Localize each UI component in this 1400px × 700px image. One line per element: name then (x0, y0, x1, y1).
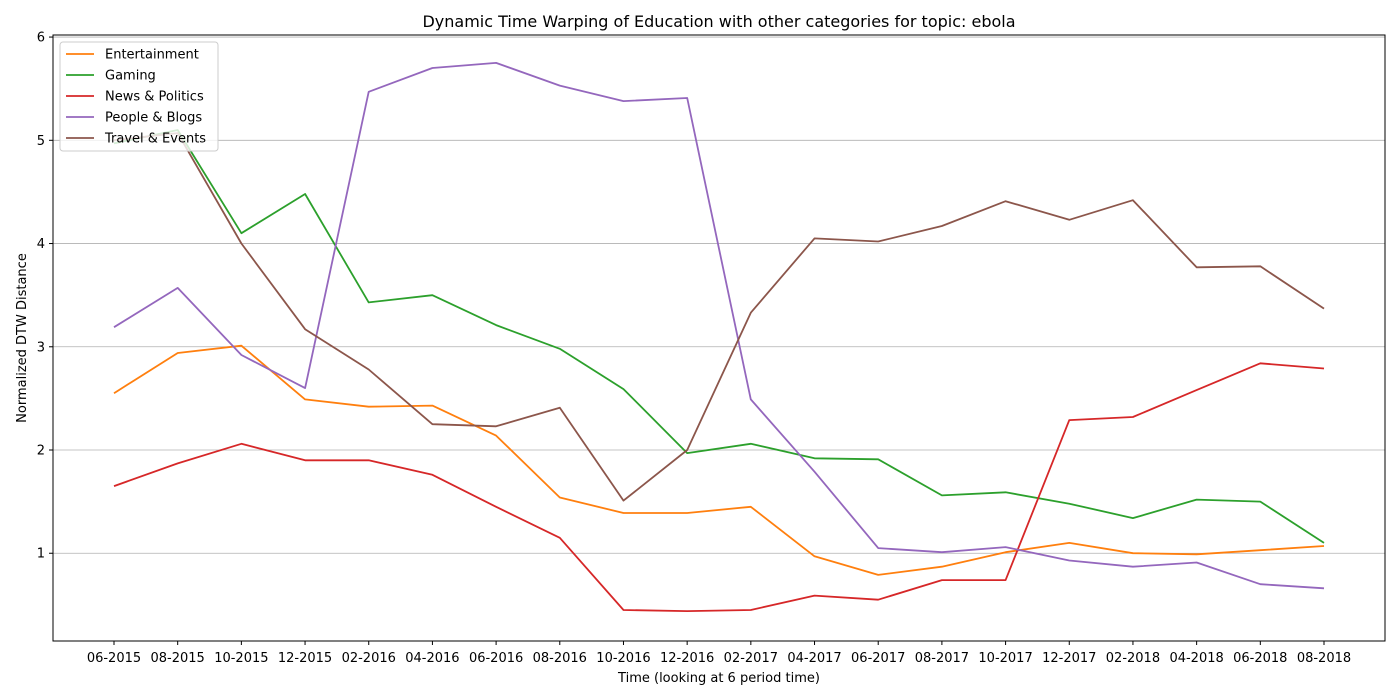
x-tick-label: 02-2018 (1106, 651, 1160, 666)
y-tick-label: 6 (37, 31, 45, 46)
x-tick-label: 12-2015 (278, 651, 332, 666)
y-tick-label: 2 (37, 444, 45, 459)
chart-title: Dynamic Time Warping of Education with o… (422, 12, 1015, 31)
x-tick-label: 04-2018 (1169, 651, 1223, 666)
x-tick-label: 06-2016 (469, 651, 523, 666)
x-tick-label: 10-2016 (596, 651, 650, 666)
x-tick-label: 12-2016 (660, 651, 714, 666)
x-tick-label: 02-2017 (724, 651, 778, 666)
series-line-travel-events (113, 132, 1325, 502)
legend: Entertainment Gaming News & Politics People… (59, 41, 219, 152)
series-line-news-politics (113, 362, 1325, 612)
y-tick-label: 1 (37, 547, 45, 562)
y-axis-ticks: 1 2 3 4 5 6 (37, 31, 53, 562)
x-tick-label: 06-2015 (87, 651, 141, 666)
y-tick-label: 4 (37, 237, 45, 252)
legend-label: News & Politics (105, 90, 204, 105)
legend-box (59, 41, 219, 152)
plot-frame (52, 34, 1386, 642)
series-line-gaming (113, 129, 1325, 544)
series-lines (113, 62, 1325, 612)
x-tick-label: 06-2018 (1233, 651, 1287, 666)
legend-label: People & Blogs (105, 111, 202, 126)
x-tick-label: 02-2016 (342, 651, 396, 666)
legend-label: Gaming (105, 69, 156, 84)
grid-lines (53, 36, 1385, 554)
x-tick-label: 10-2017 (978, 651, 1032, 666)
x-tick-label: 08-2015 (151, 651, 205, 666)
x-tick-label: 08-2018 (1297, 651, 1351, 666)
x-tick-label: 06-2017 (851, 651, 905, 666)
legend-label: Entertainment (105, 48, 199, 63)
x-tick-label: 08-2016 (533, 651, 587, 666)
x-tick-label: 08-2017 (915, 651, 969, 666)
x-tick-label: 04-2017 (787, 651, 841, 666)
y-tick-label: 3 (37, 340, 45, 355)
x-tick-label: 10-2015 (214, 651, 268, 666)
x-tick-label: 04-2016 (405, 651, 459, 666)
series-line-people-blogs (113, 62, 1325, 590)
y-axis-title: Normalized DTW Distance (15, 253, 30, 423)
x-tick-label: 12-2017 (1042, 651, 1096, 666)
legend-label: Travel & Events (104, 132, 206, 147)
x-axis-ticks: 06-2015 08-2015 10-2015 12-2015 02-2016 04-20… (87, 641, 1351, 666)
x-axis-title: Time (looking at 6 period time) (617, 671, 820, 686)
y-tick-label: 5 (37, 134, 45, 149)
series-line-entertainment (113, 344, 1325, 576)
